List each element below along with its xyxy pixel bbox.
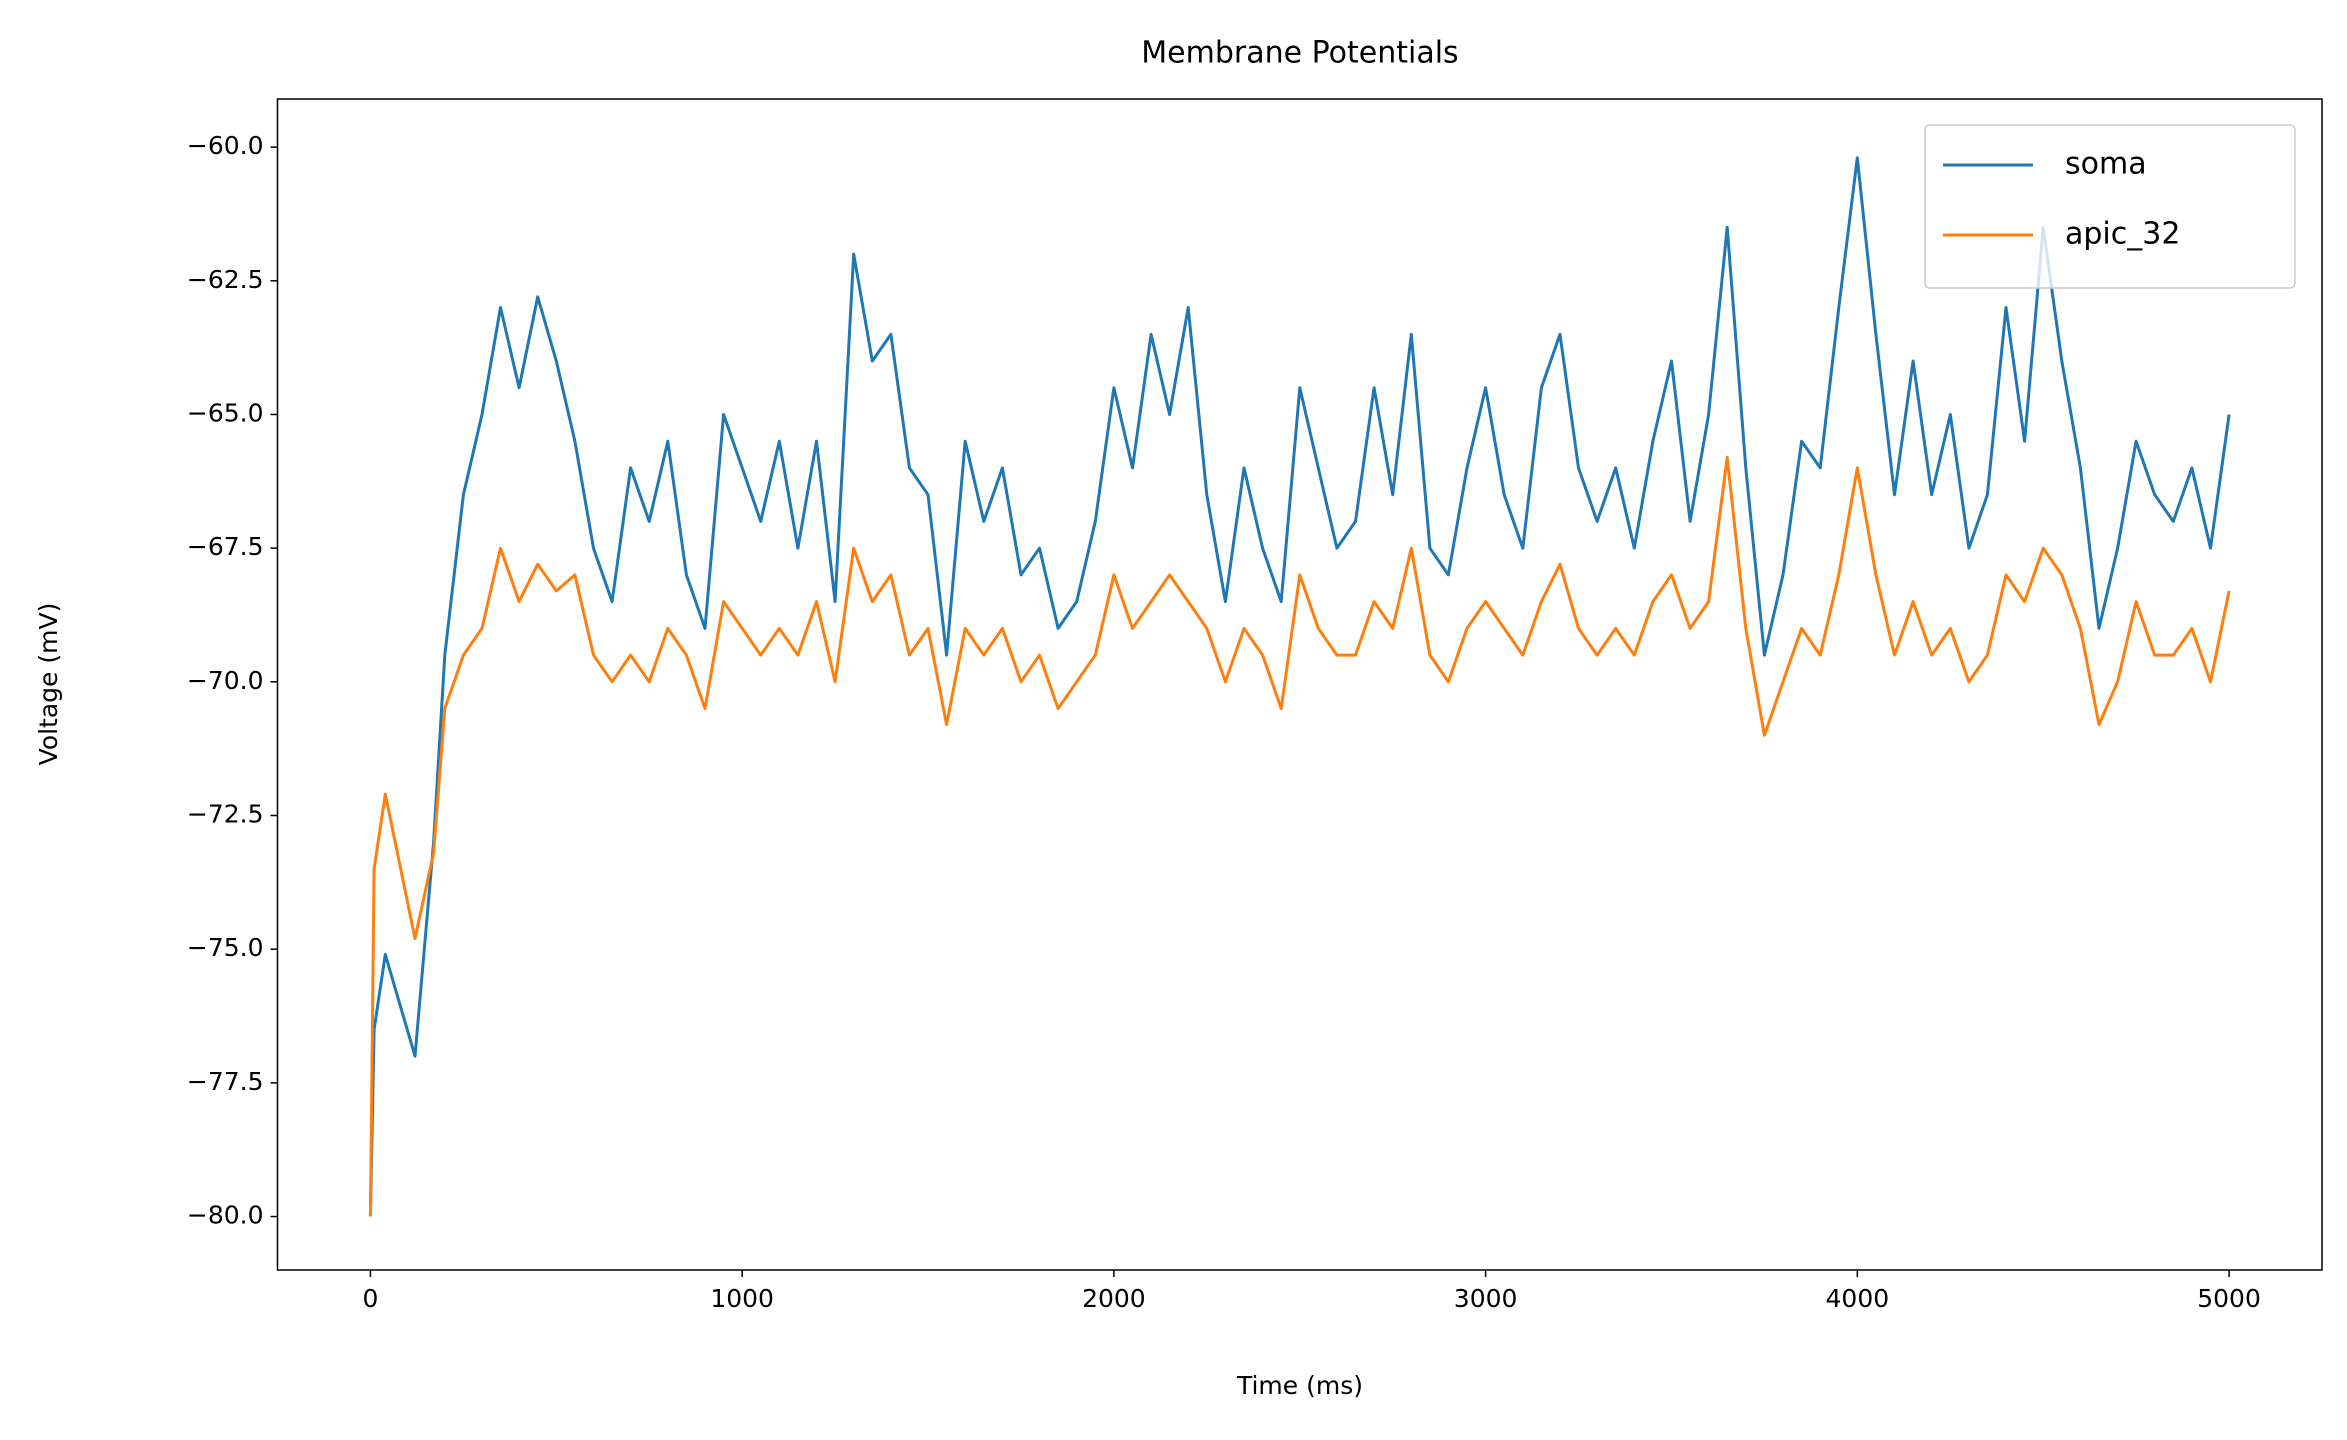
y-tick-label: −77.5: [187, 1067, 264, 1096]
legend-label: soma: [2065, 147, 2147, 182]
x-axis-label: Time (ms): [1236, 1371, 1363, 1400]
chart-title: Membrane Potentials: [1141, 36, 1458, 71]
x-tick-label: 3000: [1454, 1284, 1518, 1313]
y-tick-label: −62.5: [187, 265, 264, 294]
y-tick-label: −65.0: [187, 398, 264, 427]
legend-label: apic_32: [2065, 217, 2180, 252]
data-line: [368, 156, 2231, 1217]
y-tick-label: −75.0: [187, 933, 264, 962]
y-tick-label: −60.0: [187, 131, 264, 160]
x-tick-label: 2000: [1082, 1284, 1146, 1313]
x-tick-label: 4000: [1826, 1284, 1890, 1313]
x-tick-label: 0: [362, 1284, 378, 1313]
plot-frame: [276, 98, 2323, 1271]
y-tick-label: −70.0: [187, 666, 264, 695]
data-line: [368, 455, 2231, 1217]
y-tick-label: −72.5: [187, 800, 264, 829]
y-tick-label: −67.5: [187, 532, 264, 561]
x-tick-label: 1000: [710, 1284, 774, 1313]
y-tick-label: −80.0: [187, 1201, 264, 1230]
x-tick-label: 5000: [2197, 1284, 2261, 1313]
y-axis-label: Voltage (mV): [34, 603, 63, 766]
